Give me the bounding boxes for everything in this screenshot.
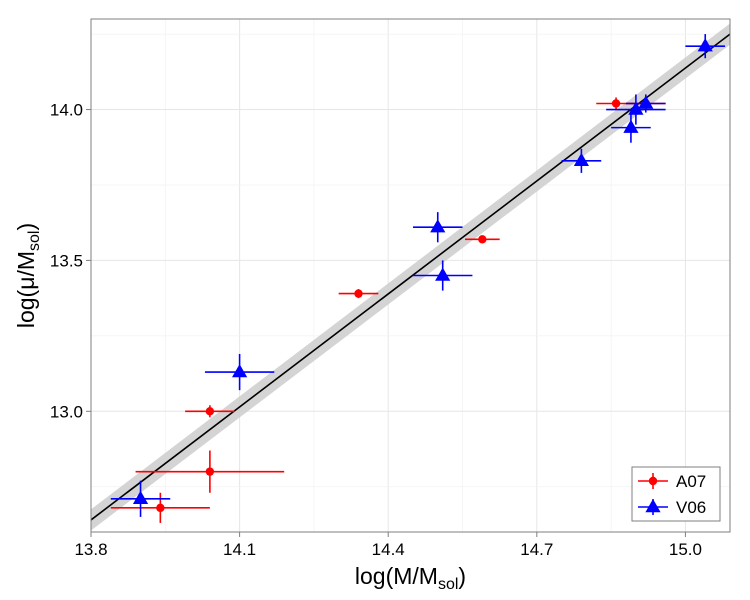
data-point-a07: [338, 289, 379, 299]
data-point-v06: [685, 34, 726, 59]
x-tick-label: 14.4: [372, 540, 405, 559]
y-axis-title-sub: sol: [26, 231, 43, 251]
x-axis-title: log(M/Msol): [355, 563, 466, 593]
point-marker: [697, 38, 713, 52]
data-point-a07: [464, 235, 500, 244]
legend-key-marker: [648, 476, 658, 486]
fit-line: [90, 33, 731, 521]
y-axis-title: log(μ/Msol): [13, 223, 43, 328]
x-tick-label: 14.7: [520, 540, 553, 559]
axes: 13.8 14.1 14.4 14.7 15.0 13.0 13.5 14.0: [50, 101, 702, 559]
legend-label: A07: [676, 472, 706, 491]
point-marker: [611, 99, 621, 108]
data-point-v06: [561, 148, 602, 173]
data-point-a07: [110, 492, 210, 523]
point-marker: [573, 152, 589, 167]
point-marker: [430, 219, 446, 233]
legend-label: V06: [676, 498, 706, 517]
x-tick-label: 14.1: [223, 540, 256, 559]
point-marker: [354, 289, 363, 298]
y-axis-title-close: ): [13, 223, 39, 231]
points-layer: [110, 34, 726, 523]
y-tick-label: 13.5: [50, 251, 83, 270]
y-axis-title-main: log(μ/M: [13, 251, 39, 328]
data-point-a07: [185, 405, 235, 418]
point-marker: [205, 467, 215, 476]
legend-item-v06: V06: [638, 498, 706, 517]
legend-key-marker: [645, 499, 661, 513]
point-marker: [132, 490, 149, 505]
data-point-v06: [611, 112, 651, 143]
x-tick-label: 15.0: [669, 540, 702, 559]
x-axis-title-close: ): [458, 563, 466, 589]
data-point-v06: [412, 212, 463, 243]
legend-item-a07: A07: [638, 472, 706, 491]
point-marker: [156, 503, 165, 513]
plot-border: [90, 18, 731, 533]
x-axis-title-main: log(M/M: [355, 563, 438, 589]
point-marker: [435, 267, 451, 281]
point-marker: [638, 95, 654, 109]
fit-layer: [90, 23, 731, 531]
point-marker: [478, 235, 487, 244]
point-marker: [205, 407, 215, 416]
data-point-v06: [625, 94, 666, 113]
y-tick-label: 13.0: [50, 402, 83, 421]
point-marker: [628, 101, 644, 115]
point-marker: [232, 364, 248, 378]
point-marker: [623, 119, 639, 133]
x-axis-title-sub: sol: [438, 576, 458, 593]
data-point-v06: [204, 353, 275, 391]
y-tick-label: 14.0: [50, 101, 83, 120]
x-tick-label: 13.8: [74, 540, 107, 559]
data-point-v06: [110, 480, 171, 517]
series-v06: [110, 34, 726, 517]
data-point-v06: [412, 260, 473, 291]
data-point-v06: [606, 94, 666, 125]
data-point-a07: [135, 450, 285, 493]
